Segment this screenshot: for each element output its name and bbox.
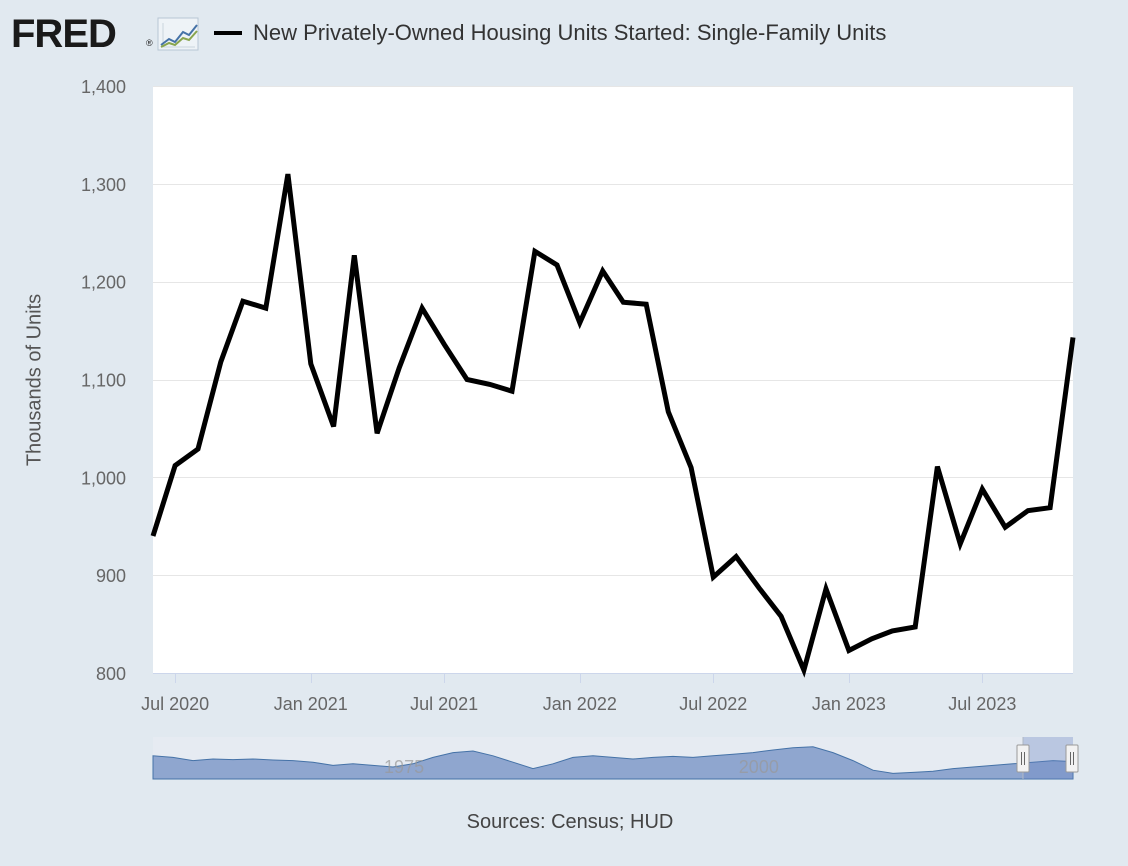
y-axis-tick-labels: 800 900 1,000 1,100 1,200 1,300 1,400: [81, 77, 126, 684]
y-tick-label: 800: [96, 664, 126, 684]
navigator-axis-label: 2000: [739, 757, 779, 777]
x-tick-label: Jan 2021: [274, 694, 348, 714]
navigator-axis-labels: 1975 2000: [384, 757, 779, 777]
fred-registered-mark: ®: [146, 38, 153, 48]
sources-note: Sources: Census; HUD: [466, 811, 674, 833]
navigator-handle-right[interactable]: [1065, 744, 1079, 773]
navigator-axis-label: 1975: [384, 757, 424, 777]
chart-header: FRED ® New Privately-Owned Housing Units…: [0, 0, 1128, 70]
fred-logo[interactable]: FRED: [11, 12, 117, 56]
y-tick-label: 1,300: [81, 175, 126, 195]
line-graph-icon: [157, 17, 199, 51]
plot-area: [153, 86, 1073, 673]
navigator-handle-left[interactable]: [1016, 744, 1030, 773]
x-tick-label: Jul 2020: [141, 694, 209, 714]
y-tick-label: 1,200: [81, 273, 126, 293]
y-tick-label: 1,100: [81, 371, 126, 391]
navigator-selection[interactable]: [1023, 737, 1073, 779]
series-line[interactable]: [150, 173, 1076, 678]
y-axis-title: Thousands of Units: [23, 293, 46, 467]
navigator[interactable]: 1975 2000: [152, 737, 1079, 780]
chart-title: New Privately-Owned Housing Units Starte…: [253, 20, 887, 45]
y-tick-label: 900: [96, 566, 126, 586]
x-tick-label: Jul 2021: [410, 694, 478, 714]
y-tick-label: 1,000: [81, 468, 126, 488]
y-tick-label: 1,400: [81, 77, 126, 97]
x-axis-ticks: [175, 673, 983, 683]
x-tick-label: Jan 2023: [812, 694, 886, 714]
navigator-area: [152, 746, 1074, 780]
x-tick-label: Jul 2022: [679, 694, 747, 714]
x-tick-label: Jan 2022: [543, 694, 617, 714]
x-axis-tick-labels: Jul 2020 Jan 2021 Jul 2021 Jan 2022 Jul 2022…: [141, 694, 1016, 714]
x-tick-label: Jul 2023: [948, 694, 1016, 714]
legend-swatch: [214, 31, 242, 35]
